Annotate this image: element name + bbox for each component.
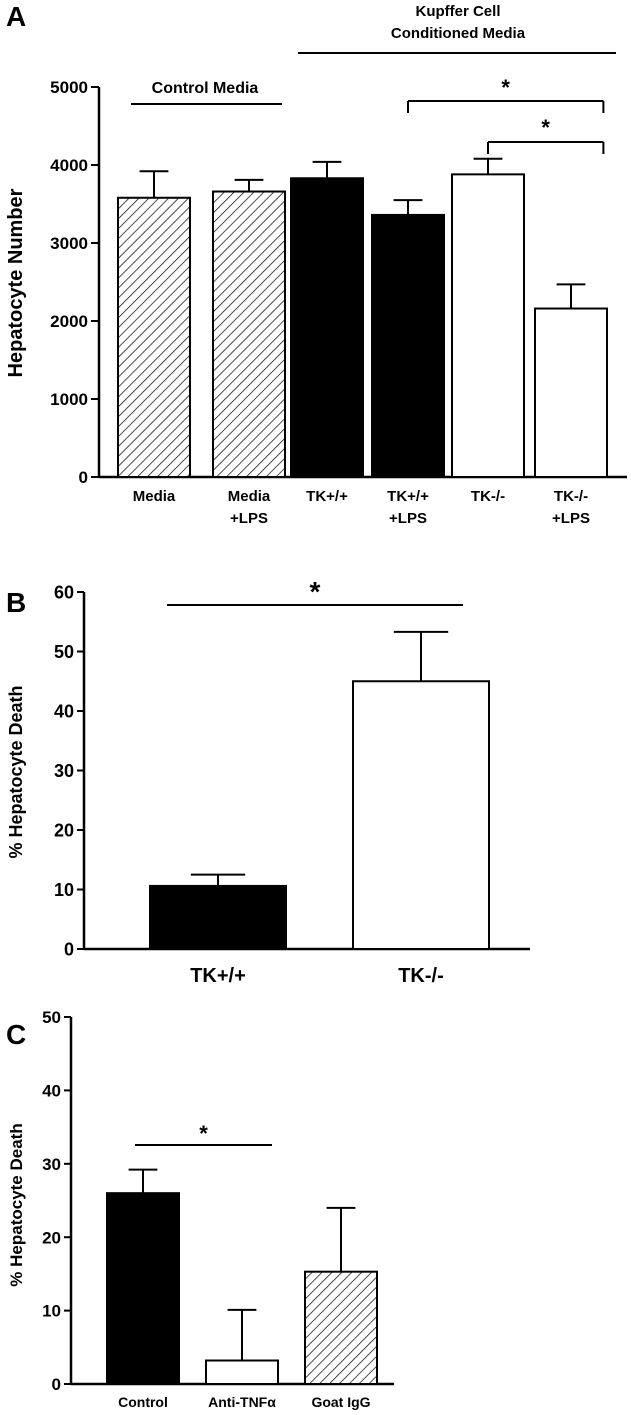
x-category-label: +LPS <box>230 510 268 527</box>
panel-b-ylabel: % Hepatocyte Death <box>6 685 26 858</box>
x-category-label: TK-/- <box>554 488 588 505</box>
control-media-label: Control Media <box>152 80 259 97</box>
bar <box>290 177 364 478</box>
panel-c-ylabel: % Hepatocyte Death <box>7 1123 26 1286</box>
panel-c-letter: C <box>6 1019 26 1050</box>
bar <box>451 173 525 479</box>
kupffer-label-1: Kupffer Cell <box>415 3 500 20</box>
panel-b-bars <box>149 630 490 950</box>
x-category-label: Media <box>228 488 271 505</box>
panel-a-significance: ** <box>407 75 605 154</box>
significance-star: * <box>199 1121 208 1146</box>
bar <box>106 1192 180 1386</box>
significance-star: * <box>541 115 550 140</box>
y-tick-label: 50 <box>54 642 74 662</box>
bar <box>352 680 490 950</box>
x-category-label: Goat IgG <box>311 1394 370 1410</box>
x-category-label: +LPS <box>552 510 590 527</box>
panel-a-bars <box>117 157 608 479</box>
panel-c-significance: * <box>135 1121 272 1146</box>
y-tick-label: 0 <box>52 1375 61 1394</box>
y-tick-label: 10 <box>42 1302 61 1321</box>
significance-star: * <box>501 75 510 100</box>
panel-c-bars <box>106 1168 378 1386</box>
y-tick-label: 30 <box>54 761 74 781</box>
panel-a-letter: A <box>6 1 26 32</box>
x-category-label: TK+/+ <box>387 488 429 505</box>
y-tick-label: 30 <box>42 1155 61 1174</box>
panel-a-xlabels: Media Media +LPS TK+/+ TK+/+ +LPS TK-/- TK-/- +L… <box>133 488 590 527</box>
y-tick-label: 0 <box>64 939 74 959</box>
panel-c-xlabels: Control Anti-TNFα Goat IgG <box>118 1394 371 1410</box>
y-tick-label: 20 <box>42 1228 61 1247</box>
x-category-label: +LPS <box>389 510 427 527</box>
y-tick-label: 1000 <box>50 390 88 409</box>
x-category-label: Control <box>118 1394 168 1410</box>
x-category-label: TK+/+ <box>190 965 246 987</box>
y-tick-label: 40 <box>42 1082 61 1101</box>
y-tick-label: 2000 <box>50 312 88 331</box>
x-category-label: Media <box>133 488 176 505</box>
panel-b-xlabels: TK+/+ TK-/- <box>190 965 444 987</box>
bar <box>117 196 191 478</box>
panel-b: B % Hepatocyte Death 0 10 20 30 40 50 60 TK+/+… <box>6 576 530 987</box>
y-tick-label: 5000 <box>50 78 88 97</box>
panel-a-ylabel: Hepatocyte Number <box>5 188 27 377</box>
x-category-label: Anti-TNFα <box>208 1394 276 1410</box>
x-category-label: TK-/- <box>398 965 444 987</box>
significance-star: * <box>310 576 321 607</box>
y-tick-label: 3000 <box>50 234 88 253</box>
bar <box>534 307 608 478</box>
y-tick-label: 60 <box>54 582 74 602</box>
panel-c: C % Hepatocyte Death 0 10 20 30 40 50 Control… <box>6 1008 394 1410</box>
x-category-label: TK-/- <box>471 488 505 505</box>
bar <box>212 190 286 479</box>
y-tick-label: 4000 <box>50 156 88 175</box>
y-tick-label: 20 <box>54 820 74 840</box>
kupffer-label-2: Conditioned Media <box>391 25 526 42</box>
x-category-label: TK+/+ <box>306 488 348 505</box>
y-tick-label: 0 <box>79 468 88 487</box>
y-tick-label: 40 <box>54 701 74 721</box>
y-tick-label: 10 <box>54 880 74 900</box>
bar <box>205 1359 279 1385</box>
panel-a: A Hepatocyte Number 0 1000 2000 3000 4000 500… <box>5 1 627 527</box>
bar <box>371 213 445 478</box>
bar <box>304 1270 378 1385</box>
y-tick-label: 50 <box>42 1008 61 1027</box>
panel-c-axes: 0 10 20 30 40 50 <box>42 1008 394 1394</box>
panel-b-significance: * <box>167 576 463 607</box>
bar <box>149 884 287 950</box>
panel-b-letter: B <box>6 587 26 618</box>
